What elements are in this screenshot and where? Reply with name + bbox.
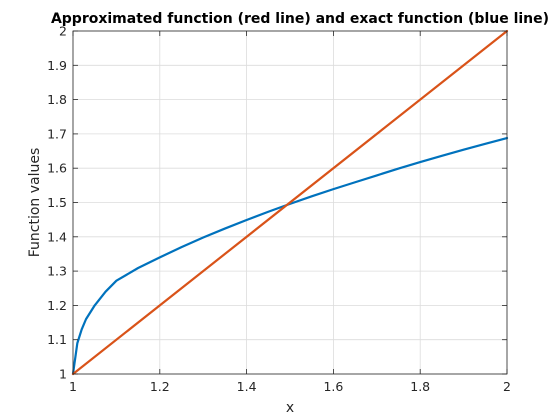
y-tick-label: 1.9 xyxy=(47,58,67,73)
x-tick-label: 1.8 xyxy=(410,379,430,394)
y-tick-label: 1.4 xyxy=(47,229,67,244)
y-tick-label: 1.1 xyxy=(47,332,67,347)
y-tick-label: 1.6 xyxy=(47,161,67,176)
y-tick-label: 1.5 xyxy=(47,195,67,210)
series-layer xyxy=(71,29,509,376)
ticks: 1 1.2 1.4 1.6 1.8 2 1 1.1 1.2 1.3 1.4 1.5 1.6 1.7 1.8 1… xyxy=(47,24,511,395)
chart-title: Approximated function (red line) and exa… xyxy=(51,11,549,27)
y-tick-label: 1 xyxy=(59,367,67,382)
x-tick-label: 1.4 xyxy=(237,379,257,394)
x-tick-label: 1.6 xyxy=(323,379,343,394)
x-tick-label: 2 xyxy=(503,379,511,394)
x-axis-label: x xyxy=(286,400,294,416)
y-axis-label: Function values xyxy=(27,148,43,258)
y-tick-label: 2 xyxy=(59,24,67,39)
y-tick-label: 1.2 xyxy=(47,298,67,313)
series-line-2 xyxy=(71,29,509,376)
y-tick-label: 1.8 xyxy=(47,92,67,107)
y-tick-label: 1.3 xyxy=(47,264,67,279)
y-tick-label: 1.7 xyxy=(47,126,67,141)
series-line-1 xyxy=(71,136,509,376)
x-tick-label: 1.2 xyxy=(150,379,170,394)
x-tick-label: 1 xyxy=(69,379,77,394)
grid xyxy=(72,30,508,375)
